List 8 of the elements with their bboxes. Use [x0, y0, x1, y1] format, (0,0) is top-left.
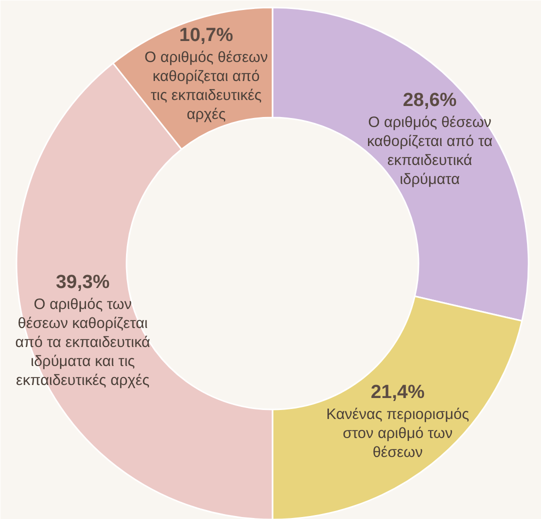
slice-label: Ο αριθμός των θέσεων καθορίζεται από τα εκπαιδευτικά ιδρύματα και τις εκπαιδευτικές αρχές: [15, 296, 151, 389]
data-label: 39,3%: [56, 272, 110, 293]
slice-label: Κανένας περιορισμός στον αριθμό των θέσεων: [326, 406, 470, 461]
data-label: 28,6%: [402, 90, 457, 111]
slice-label: Ο αριθμός θέσεων καθορίζεται από τα εκπαιδευτικά ιδρύματα: [366, 114, 493, 188]
data-label: 21,4%: [370, 382, 425, 403]
slice-label: Ο αριθμός θέσεων καθορίζεται από τις εκπαιδευτικές αρχές: [144, 49, 268, 124]
data-label: 10,7%: [179, 25, 234, 46]
